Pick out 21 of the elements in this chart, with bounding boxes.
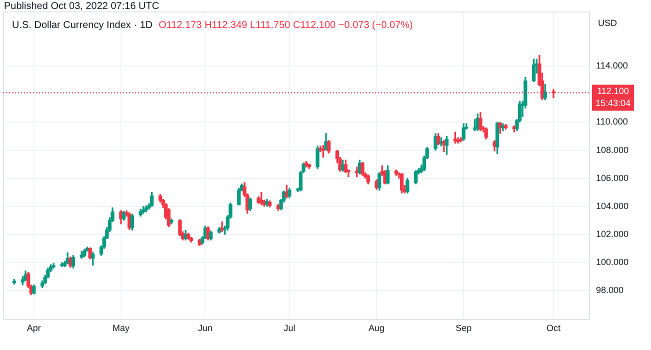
x-tick-label: Apr: [26, 322, 41, 333]
y-axis-title: USD: [598, 18, 618, 28]
text: U.S. Dollar Currency Index · 1D: [12, 20, 153, 31]
x-tick-label: Aug: [368, 322, 385, 333]
y-tick-label: 104.000: [596, 200, 629, 211]
y-tick-label: 102.000: [596, 228, 629, 239]
y-tick-label: 114.000: [596, 60, 628, 71]
annotation: O112.173 H112.349 L111.750 C112.100 −0.073 (−0.07%): [158, 20, 413, 31]
y-tick-label: 110.000: [596, 116, 628, 127]
x-tick-label: Jul: [284, 322, 296, 333]
x-tick-label: May: [112, 322, 130, 333]
y-tick-label: 100.000: [596, 256, 629, 267]
y-tick-label: 106.000: [596, 172, 629, 183]
x-tick-label: Sep: [456, 322, 472, 333]
annotation: Published Oct 03, 2022 07:16 UTC: [4, 1, 160, 12]
y-tick-label: 98.000: [596, 285, 624, 296]
text: 15:43:04: [595, 98, 631, 108]
ref-line-label: 112.100: [597, 86, 629, 96]
y-tick-label: 108.000: [596, 144, 629, 155]
x-tick-label: Jun: [198, 322, 212, 333]
x-tick-label: Oct: [546, 322, 561, 333]
